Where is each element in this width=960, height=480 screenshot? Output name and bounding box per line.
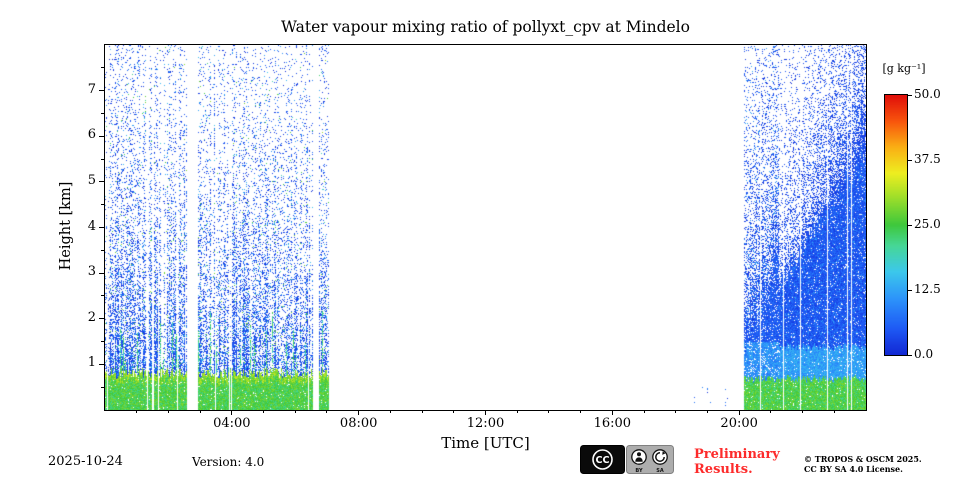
colorbar-tick-label: 12.5 [914,282,941,296]
x-minor-tick-mark [421,411,423,413]
x-minor-tick-mark [643,411,645,413]
y-minor-tick-mark [101,386,104,388]
y-tick-mark [99,363,104,365]
cc-logo-icon: CC [580,445,625,474]
footer-date: 2025-10-24 [48,454,123,469]
x-minor-tick-mark [453,411,455,413]
by-sa-icons: BY SA [626,445,674,474]
y-tick-mark [99,272,104,274]
y-tick-label: 6 [87,127,96,143]
colorbar-tick-mark [908,354,912,356]
y-tick-label: 3 [87,264,96,280]
chart-title: Water vapour mixing ratio of pollyxt_cpv… [281,18,690,36]
colorbar-tick-label: 50.0 [914,87,941,101]
x-tick-mark [485,411,486,415]
colorbar-tick-label: 25.0 [914,217,941,231]
y-minor-tick-mark [101,67,104,69]
colorbar-tick-label: 37.5 [914,152,941,166]
x-minor-tick-mark [389,411,391,413]
svg-text:SA: SA [656,468,664,474]
x-minor-tick-mark [263,411,265,413]
plot-area-border [104,44,867,411]
x-minor-tick-mark [167,411,169,413]
x-minor-tick-mark [833,411,835,413]
x-minor-tick-mark [516,411,518,413]
sa-share-alike-icon: SA [652,449,668,474]
x-tick-mark [358,411,360,415]
y-tick-label: 7 [87,81,96,97]
copyright-note: © TROPOS & OSCM 2025. CC BY SA 4.0 Licen… [804,454,922,474]
y-tick-label: 2 [87,309,96,325]
colorbar-border [884,94,908,356]
heatmap-plot-canvas [105,45,866,410]
x-tick-label: 08:00 [339,416,378,431]
y-minor-tick-mark [101,249,104,251]
x-tick-mark [611,411,613,415]
x-minor-tick-mark [706,411,708,413]
copyright-line-1: © TROPOS & OSCM 2025. [804,454,922,464]
x-tick-label: 12:00 [466,416,505,431]
x-tick-label: 20:00 [720,416,758,431]
y-tick-label: 4 [87,218,96,234]
x-minor-tick-mark [294,411,296,413]
svg-text:BY: BY [635,468,643,474]
y-minor-tick-mark [101,112,104,114]
by-person-icon: BY [631,449,647,474]
x-minor-tick-mark [580,411,582,413]
y-tick-label: 5 [87,172,96,188]
x-tick-label: 04:00 [213,416,251,431]
y-tick-mark [99,181,104,183]
copyright-line-2: CC BY SA 4.0 License. [804,464,903,474]
y-tick-mark [99,90,104,92]
x-tick-mark [738,411,740,415]
x-minor-tick-mark [802,411,804,413]
y-minor-tick-mark [101,158,104,160]
y-tick-mark [99,135,104,137]
y-minor-tick-mark [101,295,104,297]
y-tick-label: 1 [87,355,96,371]
colorbar-tick-mark [908,289,912,291]
colorbar-tick-mark [908,94,912,96]
x-minor-tick-mark [770,411,772,413]
x-minor-tick-mark [326,411,328,413]
svg-text:CC: CC [596,455,610,466]
x-axis-label: Time [UTC] [441,434,530,452]
footer-version: Version: 4.0 [192,455,265,469]
colorbar-unit-label: [g kg⁻¹] [882,62,926,75]
preliminary-results-note: Preliminary Results. [694,447,780,477]
colorbar-tick-label: 0.0 [914,347,934,361]
x-minor-tick-mark [136,411,138,413]
colorbar-tick-mark [908,159,912,161]
y-tick-mark [99,318,104,320]
x-minor-tick-mark [199,411,201,413]
x-tick-mark [231,411,233,415]
y-tick-mark [99,227,104,228]
license-badge-graphic: CC BY SA [580,445,674,474]
colorbar-tick-mark [908,224,912,226]
x-minor-tick-mark [548,411,550,413]
y-minor-tick-mark [101,204,104,206]
x-tick-label: 16:00 [593,416,632,431]
cc-by-sa-license-badge: CC BY SA [580,445,674,479]
x-minor-tick-mark [675,411,677,413]
colorbar-gradient [885,95,907,355]
y-minor-tick-mark [101,341,104,343]
